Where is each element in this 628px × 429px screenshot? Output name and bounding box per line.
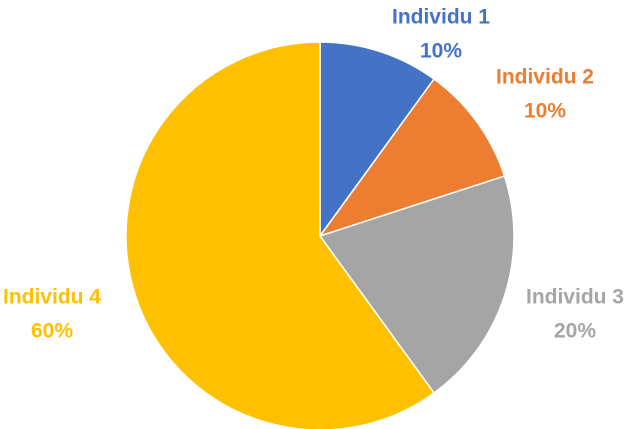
slice-percent-label-4: 60%: [31, 320, 73, 343]
slice-category-label-3: Individu 3: [526, 286, 624, 309]
slice-percent-label-1: 10%: [420, 40, 462, 63]
pie-slice-2: [319, 78, 506, 237]
pie-labels: Individu 1 10% Individu 2 10% Individu 3 20% I…: [3, 6, 624, 343]
slice-percent-label-2: 10%: [524, 100, 566, 123]
pie-slices: [125, 41, 515, 429]
slice-category-label-2: Individu 2: [496, 66, 594, 89]
pie-slice-3: [319, 175, 515, 394]
slice-category-label-1: Individu 1: [392, 6, 490, 29]
pie-slice-1: [319, 41, 435, 237]
slice-percent-label-3: 20%: [554, 320, 596, 343]
slice-category-label-4: Individu 4: [3, 286, 101, 309]
pie-slice-4: [125, 41, 435, 429]
